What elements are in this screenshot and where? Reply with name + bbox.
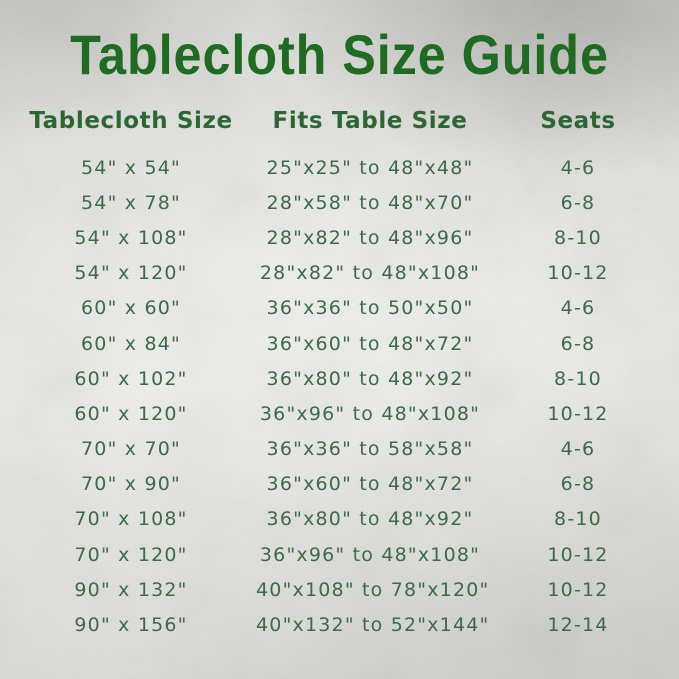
column-header-fits-table-size: Fits Table Size — [272, 108, 468, 134]
cell-seats: 8-10 — [554, 226, 602, 249]
table-row: 90" x 132" 40"x108" to 78"x120" 10-12 — [6, 572, 672, 607]
cell-seats: 4-6 — [560, 297, 596, 320]
table-row: 60" x 84" 36"x60" to 48"x72" 6-8 — [6, 326, 672, 361]
cell-tablecloth-size: 60" x 84" — [81, 332, 181, 355]
table-row: 70" x 108" 36"x80" to 48"x92" 8-10 — [6, 502, 672, 537]
cell-tablecloth-size: 54" x 120" — [74, 262, 188, 285]
cell-tablecloth-size: 54" x 108" — [74, 226, 188, 249]
size-table: Tablecloth Size Fits Table Size Seats 54… — [6, 101, 672, 643]
table-row: 60" x 120" 36"x96" to 48"x108" 10-12 — [6, 396, 672, 431]
cell-fits-table-size: 28"x58" to 48"x70" — [266, 191, 474, 214]
table-row: 60" x 102" 36"x80" to 48"x92" 8-10 — [6, 361, 672, 396]
cell-fits-table-size: 36"x36" to 50"x50" — [266, 297, 474, 320]
page-title: Tablecloth Size Guide — [70, 23, 609, 86]
cell-fits-table-size: 36"x80" to 48"x92" — [266, 367, 474, 390]
cell-fits-table-size: 25"x25" to 48"x48" — [266, 156, 474, 179]
cell-seats: 8-10 — [554, 508, 602, 531]
cell-tablecloth-size: 70" x 108" — [74, 508, 188, 531]
cell-fits-table-size: 40"x132" to 52"x144" — [256, 614, 490, 637]
cell-tablecloth-size: 90" x 156" — [74, 614, 188, 637]
cell-tablecloth-size: 70" x 120" — [74, 543, 188, 566]
table-row: 90" x 156" 40"x132" to 52"x144" 12-14 — [6, 607, 672, 642]
table-row: 54" x 78" 28"x58" to 48"x70" 6-8 — [6, 185, 672, 220]
cell-tablecloth-size: 70" x 70" — [81, 438, 181, 461]
cell-seats: 10-12 — [547, 262, 609, 285]
cell-tablecloth-size: 90" x 132" — [74, 578, 188, 601]
size-table-body: 54" x 54" 25"x25" to 48"x48" 4-6 54" x 7… — [6, 150, 672, 643]
cell-fits-table-size: 36"x60" to 48"x72" — [266, 332, 474, 355]
cell-seats: 10-12 — [547, 402, 609, 425]
table-row: 54" x 120" 28"x82" to 48"x108" 10-12 — [6, 256, 672, 291]
cell-seats: 6-8 — [560, 191, 596, 214]
table-row: 54" x 108" 28"x82" to 48"x96" 8-10 — [6, 220, 672, 255]
cell-fits-table-size: 36"x60" to 48"x72" — [266, 473, 474, 496]
table-row: 54" x 54" 25"x25" to 48"x48" 4-6 — [6, 150, 672, 185]
cell-fits-table-size: 40"x108" to 78"x120" — [256, 578, 490, 601]
cell-seats: 8-10 — [554, 367, 602, 390]
cell-fits-table-size: 36"x96" to 48"x108" — [259, 402, 481, 425]
cell-tablecloth-size: 60" x 102" — [74, 367, 188, 390]
cell-seats: 12-14 — [547, 614, 609, 637]
cell-tablecloth-size: 54" x 54" — [81, 156, 181, 179]
column-header-seats: Seats — [540, 108, 616, 134]
table-header-row: Tablecloth Size Fits Table Size Seats — [6, 101, 672, 141]
table-row: 70" x 70" 36"x36" to 58"x58" 4-6 — [6, 432, 672, 467]
table-row: 60" x 60" 36"x36" to 50"x50" 4-6 — [6, 291, 672, 326]
cell-seats: 4-6 — [560, 156, 596, 179]
cell-tablecloth-size: 70" x 90" — [81, 473, 181, 496]
cell-fits-table-size: 36"x80" to 48"x92" — [266, 508, 474, 531]
column-header-tablecloth-size: Tablecloth Size — [29, 108, 233, 134]
table-row: 70" x 120" 36"x96" to 48"x108" 10-12 — [6, 537, 672, 572]
cell-seats: 10-12 — [547, 543, 609, 566]
cell-seats: 6-8 — [560, 332, 596, 355]
table-row: 70" x 90" 36"x60" to 48"x72" 6-8 — [6, 467, 672, 502]
cell-seats: 4-6 — [560, 438, 596, 461]
cell-tablecloth-size: 60" x 120" — [74, 402, 188, 425]
cell-seats: 6-8 — [560, 473, 596, 496]
cell-fits-table-size: 36"x96" to 48"x108" — [259, 543, 481, 566]
cell-fits-table-size: 28"x82" to 48"x96" — [266, 226, 474, 249]
cell-tablecloth-size: 54" x 78" — [81, 191, 181, 214]
cell-fits-table-size: 28"x82" to 48"x108" — [259, 262, 481, 285]
cell-tablecloth-size: 60" x 60" — [81, 297, 181, 320]
cell-fits-table-size: 36"x36" to 58"x58" — [266, 438, 474, 461]
cell-seats: 10-12 — [547, 578, 609, 601]
